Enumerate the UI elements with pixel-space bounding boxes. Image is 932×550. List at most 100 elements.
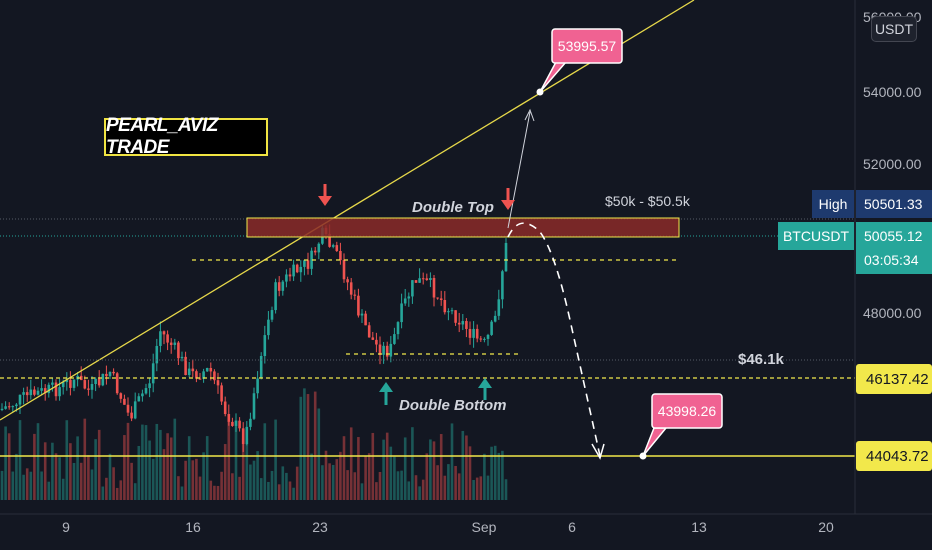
volume-bar — [400, 470, 403, 500]
volume-bar — [472, 479, 475, 500]
high-label: High — [819, 196, 848, 212]
target-up-callout[interactable]: 53995.57 — [539, 28, 623, 93]
candle-body — [396, 322, 400, 335]
candle-body — [270, 310, 274, 320]
time-tick: Sep — [472, 519, 497, 535]
currency-button[interactable]: USDT — [871, 16, 917, 42]
volume-bar — [162, 449, 166, 500]
volume-bar — [475, 477, 479, 500]
volume-bar — [288, 481, 292, 500]
volume-bar — [335, 459, 339, 500]
volume-bar — [115, 487, 119, 500]
logo-text: PEARL_AVIZ TRADE — [106, 115, 218, 158]
volume-bar — [198, 476, 202, 500]
volume-bar — [40, 471, 43, 500]
volume-bar — [97, 429, 101, 500]
volume-bar — [303, 388, 306, 500]
volume-bar — [468, 446, 472, 500]
candlesticks — [0, 224, 508, 452]
candle-body — [263, 335, 267, 356]
volume-bar — [252, 460, 256, 500]
candle-body — [288, 274, 292, 277]
candle-body — [490, 321, 493, 335]
countdown: 03:05:34 — [864, 252, 919, 268]
volume-bar — [126, 422, 130, 500]
volume-bar — [11, 471, 15, 500]
volume-bar — [25, 468, 29, 500]
volume-bar — [281, 466, 285, 500]
volume-bar — [0, 470, 4, 500]
candle-body — [292, 264, 295, 277]
candle-body — [342, 260, 346, 280]
candle-body — [357, 295, 360, 316]
time-tick: 9 — [62, 519, 70, 535]
volume-bar — [418, 486, 421, 500]
support-text-label: $46.1k — [738, 351, 785, 368]
ascending-trendline[interactable] — [0, 0, 695, 421]
volume-bar — [123, 435, 126, 500]
candle-body — [180, 356, 184, 359]
volume-bar — [144, 425, 148, 500]
down-arrow-icon — [318, 184, 332, 206]
candle-body — [11, 406, 15, 408]
candle-body — [346, 279, 349, 283]
volume-bar — [234, 420, 238, 500]
volume-bar — [173, 418, 177, 500]
volume-bar — [227, 421, 231, 500]
candle-body — [245, 426, 249, 445]
candle-body — [303, 260, 306, 267]
volume-bar — [490, 446, 493, 500]
candle-body — [364, 313, 367, 326]
candle-body — [238, 420, 241, 429]
volume-bar — [155, 423, 159, 500]
volume-bar — [213, 485, 216, 500]
projection-down-path — [507, 222, 601, 457]
candle-body — [436, 297, 439, 299]
volume-bar — [231, 473, 234, 500]
volume-bar — [461, 430, 465, 500]
volume-bar — [403, 437, 407, 500]
volume-bar — [79, 462, 83, 500]
candle-body — [105, 373, 108, 377]
candle-body — [241, 428, 245, 445]
volume-bar — [184, 460, 187, 500]
volume-bar — [465, 435, 468, 500]
volume-bar — [220, 471, 223, 500]
candle-body — [295, 264, 299, 273]
candle-body — [7, 406, 11, 408]
candle-body — [400, 303, 403, 323]
candle-body — [184, 356, 187, 376]
volume-bar — [195, 458, 198, 500]
volume-bar — [148, 440, 151, 500]
volume-bar — [202, 452, 205, 500]
volume-bar — [223, 444, 227, 500]
candle-body — [450, 310, 454, 312]
volume-bar — [191, 460, 195, 500]
volume-bar — [454, 465, 457, 500]
candle-body — [83, 380, 87, 389]
volume-bar — [285, 472, 288, 500]
time-tick: 20 — [818, 519, 834, 535]
time-tick: 13 — [691, 519, 707, 535]
candle-body — [375, 339, 378, 345]
candle-body — [439, 298, 443, 301]
candle-body — [378, 344, 382, 355]
volume-bar — [259, 478, 263, 500]
candle-body — [0, 408, 4, 410]
volume-bar — [256, 451, 259, 500]
candle-body — [371, 337, 375, 340]
candle-body — [432, 278, 436, 298]
candle-body — [465, 321, 468, 329]
candle-body — [461, 321, 465, 325]
candle-body — [33, 389, 36, 395]
candle-body — [385, 345, 389, 357]
volume-bar — [328, 463, 331, 500]
volume-bar — [274, 419, 277, 500]
volume-bar — [22, 474, 25, 500]
resistance-zone-box[interactable] — [246, 217, 680, 238]
up-arrow-icon — [379, 382, 393, 405]
volume-bar — [425, 453, 429, 500]
target-down-callout[interactable]: 43998.26 — [642, 393, 723, 457]
volume-bar — [292, 487, 295, 500]
